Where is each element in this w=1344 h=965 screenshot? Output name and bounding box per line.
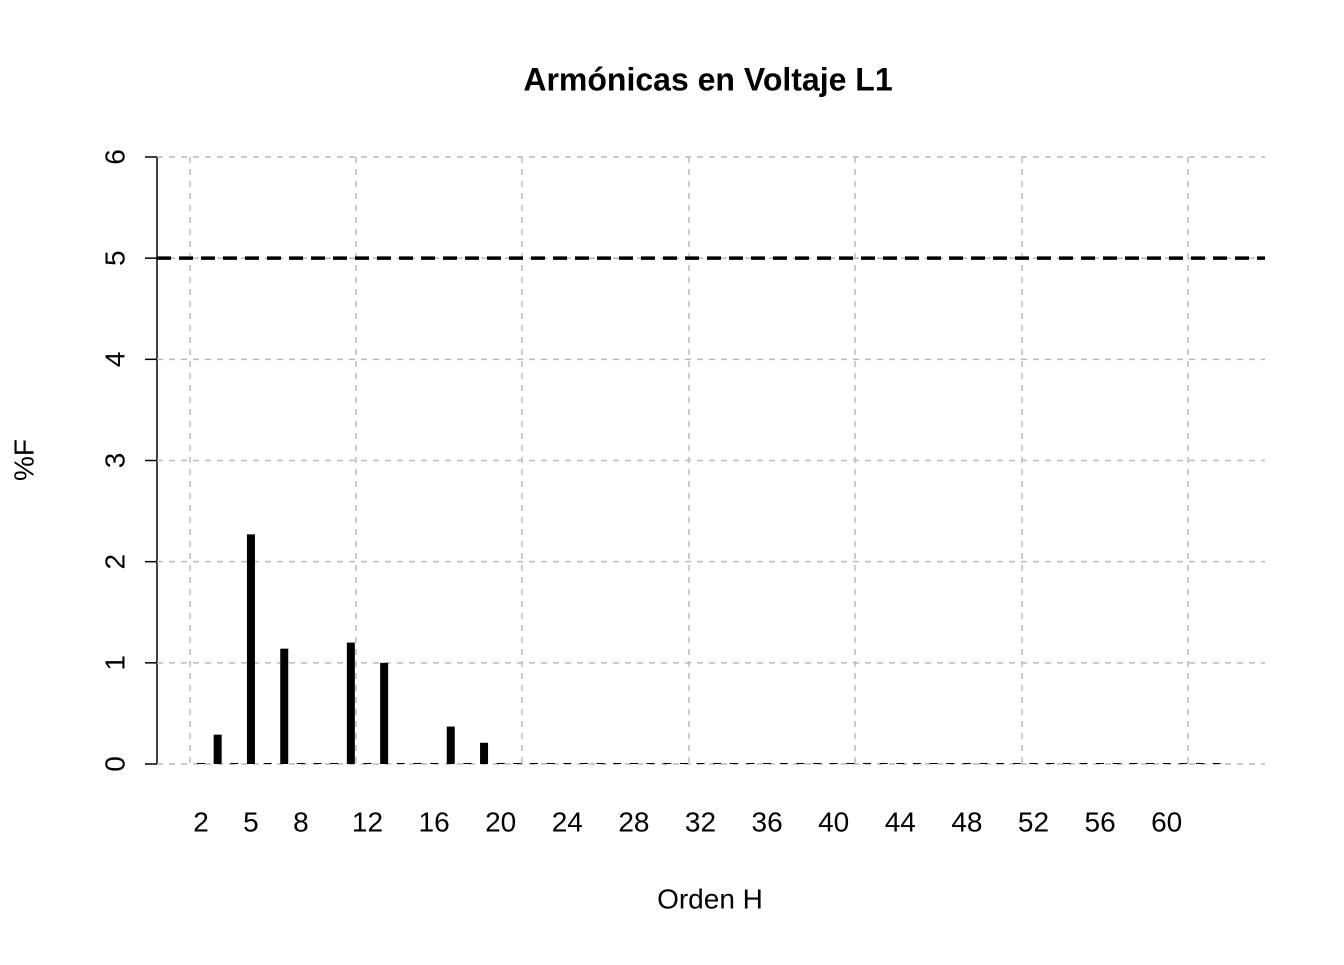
y-tick-label: 3: [99, 453, 130, 469]
x-tick-label: 60: [1151, 806, 1182, 837]
x-tick-label: 40: [818, 806, 849, 837]
bar: [829, 762, 838, 764]
bar: [1079, 762, 1088, 764]
bar: [1212, 762, 1221, 764]
y-axis-label: %F: [8, 439, 39, 481]
bar: [546, 762, 555, 764]
bar: [1062, 762, 1071, 764]
x-tick-label: 36: [752, 806, 783, 837]
x-tick-label: 56: [1085, 806, 1116, 837]
bar: [696, 762, 705, 764]
bar: [1129, 762, 1138, 764]
bar: [962, 762, 971, 764]
bar: [380, 662, 389, 764]
bar: [729, 762, 738, 764]
bar: [879, 762, 888, 764]
bar: [646, 762, 655, 764]
bar: [496, 762, 505, 764]
bar: [663, 762, 672, 764]
bar: [679, 762, 688, 764]
bar: [463, 762, 472, 764]
x-tick-label: 2: [193, 806, 209, 837]
bar: [480, 742, 489, 764]
x-axis-label: Orden H: [657, 883, 763, 914]
bar: [1096, 762, 1105, 764]
y-tick-label: 4: [99, 352, 130, 368]
bar: [929, 762, 938, 764]
bar: [330, 762, 339, 764]
bar: [1162, 762, 1171, 764]
bar: [846, 762, 855, 764]
y-tick-label: 1: [99, 655, 130, 671]
bar: [313, 762, 322, 764]
x-tick-label: 24: [552, 806, 583, 837]
y-tick-label: 5: [99, 250, 130, 266]
bar: [230, 762, 239, 764]
bar: [1146, 762, 1155, 764]
bar: [629, 762, 638, 764]
bar: [1112, 762, 1121, 764]
bar: [396, 762, 405, 764]
x-tick-label: 20: [485, 806, 516, 837]
bar: [596, 762, 605, 764]
bar: [513, 762, 522, 764]
bar: [763, 762, 772, 764]
bar: [579, 762, 588, 764]
bar: [263, 762, 272, 764]
bar: [779, 762, 788, 764]
bar: [746, 762, 755, 764]
bar: [1012, 762, 1021, 764]
bar: [896, 762, 905, 764]
y-tick-label: 6: [99, 149, 130, 165]
bar: [446, 726, 455, 764]
bar: [563, 762, 572, 764]
bar: [1029, 762, 1038, 764]
bar: [346, 642, 355, 764]
x-tick-label: 52: [1018, 806, 1049, 837]
bar: [613, 762, 622, 764]
bar: [430, 762, 439, 764]
bar: [213, 734, 222, 764]
x-tick-label: 16: [419, 806, 450, 837]
x-tick-label: 12: [352, 806, 383, 837]
chart-title: Armónicas en Voltaje L1: [523, 61, 892, 97]
bar: [713, 762, 722, 764]
bar: [796, 762, 805, 764]
bar: [863, 762, 871, 764]
bar: [1046, 762, 1055, 764]
x-tick-label: 48: [951, 806, 982, 837]
bar: [363, 762, 372, 764]
bar: [996, 762, 1005, 764]
bar: [979, 762, 988, 764]
x-tick-label: 5: [243, 806, 259, 837]
x-tick-label: 28: [618, 806, 649, 837]
x-tick-label: 44: [885, 806, 916, 837]
bar: [246, 534, 255, 764]
bar: [413, 762, 422, 764]
bar: [946, 762, 955, 764]
bar: [813, 762, 822, 764]
x-tick-label: 32: [685, 806, 716, 837]
bar: [1179, 762, 1188, 764]
y-tick-label: 0: [99, 756, 130, 772]
y-tick-label: 2: [99, 554, 130, 570]
bar: [1196, 762, 1204, 764]
bar: [280, 648, 289, 764]
bar: [197, 762, 205, 764]
bar: [296, 762, 305, 764]
x-tick-label: 8: [293, 806, 309, 837]
bar: [912, 762, 921, 764]
bar: [530, 762, 538, 764]
